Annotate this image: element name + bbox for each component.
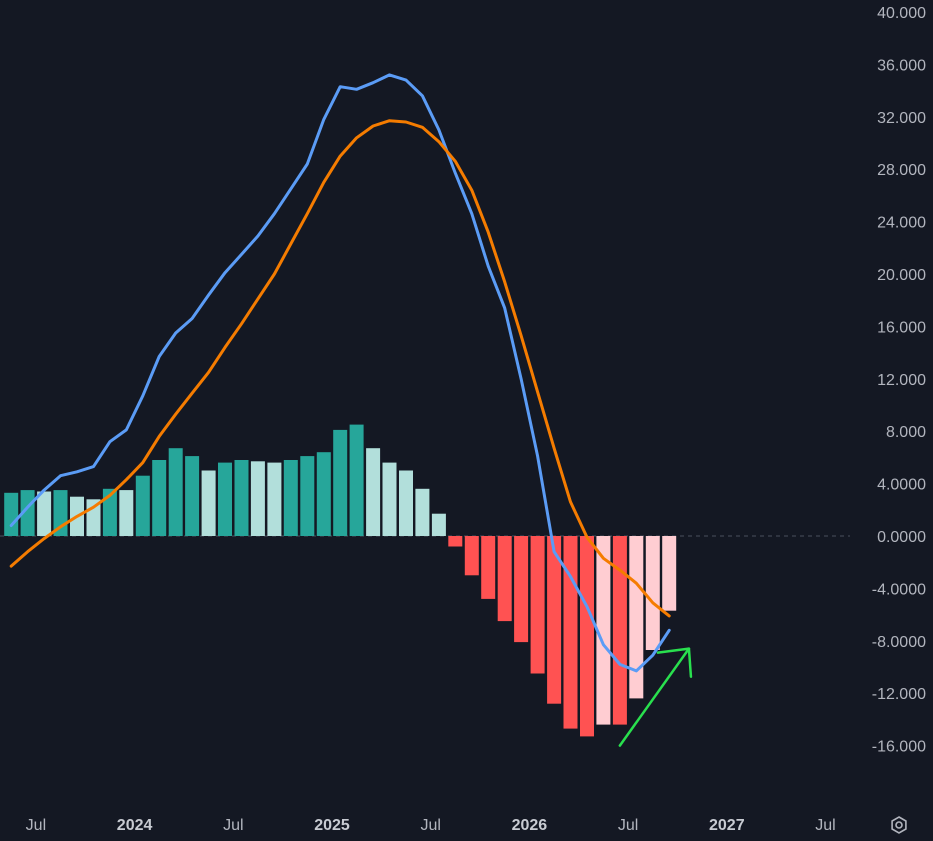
histogram-bar <box>514 536 529 643</box>
histogram-bar <box>366 448 381 536</box>
histogram-bar <box>481 536 496 599</box>
histogram-bar <box>349 424 364 536</box>
y-tick-label: 36.000 <box>877 57 926 74</box>
histogram-bar <box>612 536 627 725</box>
x-tick-label: Jul <box>815 817 835 834</box>
signal-line <box>9 119 671 618</box>
macd-line <box>9 73 671 673</box>
histogram-bar <box>547 536 562 704</box>
annotation-arrow-head <box>656 647 693 678</box>
histogram-bar <box>4 492 19 536</box>
y-tick-label: 16.000 <box>877 319 926 336</box>
histogram-bar <box>283 460 298 536</box>
histogram-bar <box>382 462 397 536</box>
histogram-bar <box>464 536 479 576</box>
histogram-bar <box>185 456 200 536</box>
histogram-bar <box>201 470 216 536</box>
histogram-bar <box>267 462 282 536</box>
histogram-bar <box>497 536 512 622</box>
histogram-bar <box>431 513 446 536</box>
histogram-bar <box>102 488 117 536</box>
histogram-bar <box>37 491 52 536</box>
annotation-arrow-shaft <box>618 647 691 747</box>
y-tick-label: 4.0000 <box>877 477 926 494</box>
y-tick-label: 0.0000 <box>877 529 926 546</box>
histogram-bar <box>168 448 183 536</box>
x-tick-label: Jul <box>420 817 440 834</box>
histogram-bar <box>563 536 578 729</box>
x-tick-label: Jul <box>223 817 243 834</box>
y-tick-label: 28.000 <box>877 162 926 179</box>
histogram-bar <box>316 452 331 536</box>
histogram-bar <box>596 536 611 725</box>
y-tick-label: 12.000 <box>877 372 926 389</box>
histogram-bar <box>415 488 430 536</box>
y-tick-label: -8.0000 <box>872 634 926 651</box>
x-tick-label: 2024 <box>117 817 153 834</box>
y-tick-label: 40.000 <box>877 5 926 22</box>
histogram-bar <box>399 470 413 536</box>
histogram-bar <box>629 536 644 699</box>
gear-icon <box>891 816 907 834</box>
histogram-bar <box>300 456 315 536</box>
lines-layer <box>9 73 671 673</box>
x-tick-label: 2026 <box>512 817 548 834</box>
settings-button[interactable] <box>888 814 910 836</box>
histogram-bar <box>645 536 660 650</box>
histogram-bar <box>234 460 249 536</box>
y-tick-label: 32.000 <box>877 110 926 127</box>
y-axis: 40.000 36.000 32.000 28.000 24.000 20.000 16.0… <box>872 5 926 756</box>
histogram-bar <box>218 462 232 536</box>
x-tick-label: Jul <box>618 817 638 834</box>
histogram-bar <box>250 461 265 536</box>
histogram-layer <box>4 424 677 737</box>
y-tick-label: 8.000 <box>886 424 926 441</box>
x-axis: Jul 2024 Jul 2025 Jul 2026 Jul 2027 Jul <box>26 817 836 834</box>
annotation-layer <box>618 647 693 747</box>
x-tick-label: Jul <box>26 817 46 834</box>
y-tick-label: -16.000 <box>872 739 926 756</box>
histogram-bar <box>580 536 594 737</box>
histogram-bar <box>530 536 545 674</box>
histogram-bar <box>448 536 463 547</box>
histogram-bar <box>662 536 677 611</box>
x-tick-label: 2027 <box>709 817 745 834</box>
x-tick-label: 2025 <box>314 817 350 834</box>
histogram-bar <box>119 490 134 536</box>
histogram-bar <box>152 460 167 536</box>
histogram-bar <box>333 429 348 536</box>
histogram-bar <box>135 475 150 536</box>
y-tick-label: -12.000 <box>872 686 926 703</box>
y-tick-label: 20.000 <box>877 267 926 284</box>
y-tick-label: -4.0000 <box>872 581 926 598</box>
y-tick-label: 24.000 <box>877 215 926 232</box>
